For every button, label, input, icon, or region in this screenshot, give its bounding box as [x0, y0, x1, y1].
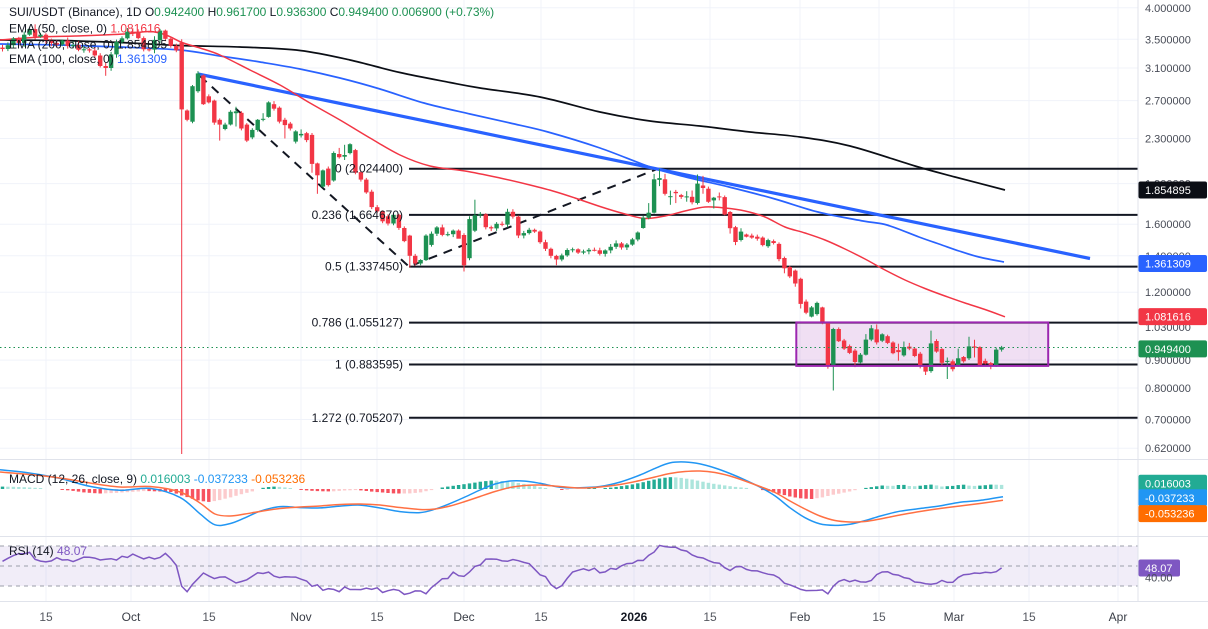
svg-text:15: 15 — [39, 610, 53, 624]
svg-text:-0.053236: -0.053236 — [1145, 509, 1195, 521]
svg-text:15: 15 — [202, 610, 216, 624]
svg-text:1.854895: 1.854895 — [1145, 185, 1191, 197]
svg-text:1.200000: 1.200000 — [1145, 287, 1191, 299]
svg-text:0.5 (1.337450): 0.5 (1.337450) — [325, 260, 403, 274]
svg-text:Oct: Oct — [122, 610, 141, 624]
svg-text:0 (2.024400): 0 (2.024400) — [335, 162, 403, 176]
svg-text:Apr: Apr — [1109, 610, 1128, 624]
svg-text:1.081616: 1.081616 — [1145, 312, 1191, 324]
svg-text:EMA (200, close, 0) 1.854895: EMA (200, close, 0) 1.854895 — [9, 38, 167, 52]
svg-text:0.949400: 0.949400 — [1145, 344, 1191, 356]
svg-text:40.00: 40.00 — [1145, 573, 1173, 585]
svg-text:EMA (100, close, 0) 1.361309: EMA (100, close, 0) 1.361309 — [9, 52, 167, 66]
svg-text:15: 15 — [703, 610, 717, 624]
svg-text:0.786 (1.055127): 0.786 (1.055127) — [312, 316, 403, 330]
svg-text:15: 15 — [534, 610, 548, 624]
svg-text:15: 15 — [1022, 610, 1036, 624]
svg-text:0.620000: 0.620000 — [1145, 443, 1191, 455]
svg-text:3.100000: 3.100000 — [1145, 63, 1191, 75]
svg-text:0.900000: 0.900000 — [1145, 355, 1191, 367]
svg-text:0.236 (1.664670): 0.236 (1.664670) — [312, 208, 403, 222]
svg-text:15: 15 — [370, 610, 384, 624]
svg-text:3.500000: 3.500000 — [1145, 34, 1191, 46]
svg-text:2.300000: 2.300000 — [1145, 134, 1191, 146]
svg-text:EMA (50, close, 0) 1.081616: EMA (50, close, 0) 1.081616 — [9, 22, 161, 36]
svg-text:Dec: Dec — [453, 610, 474, 624]
svg-text:0.700000: 0.700000 — [1145, 415, 1191, 427]
svg-text:Nov: Nov — [290, 610, 311, 624]
svg-text:15: 15 — [872, 610, 886, 624]
svg-text:MACD (12, 26, close, 9) 0.016: MACD (12, 26, close, 9) 0.016003 -0.0372… — [9, 472, 306, 486]
svg-text:1.361309: 1.361309 — [1145, 259, 1191, 271]
svg-text:-0.037233: -0.037233 — [1145, 493, 1195, 505]
svg-text:0.016003: 0.016003 — [1145, 478, 1191, 490]
svg-text:SUI/USDT (Binance), 1D O0.942: SUI/USDT (Binance), 1D O0.942400 H0.9617… — [9, 5, 494, 19]
svg-text:4.000000: 4.000000 — [1145, 3, 1191, 15]
svg-text:2026: 2026 — [621, 610, 648, 624]
svg-text:48.07: 48.07 — [1145, 563, 1173, 575]
svg-text:RSI (14) 48.07: RSI (14) 48.07 — [9, 544, 87, 558]
svg-text:Feb: Feb — [790, 610, 811, 624]
svg-text:Mar: Mar — [944, 610, 965, 624]
svg-text:1 (0.883595): 1 (0.883595) — [335, 358, 403, 372]
svg-text:1.600000: 1.600000 — [1145, 219, 1191, 231]
svg-text:0.800000: 0.800000 — [1145, 383, 1191, 395]
svg-text:1.272 (0.705207): 1.272 (0.705207) — [312, 411, 403, 425]
svg-text:2.700000: 2.700000 — [1145, 96, 1191, 108]
